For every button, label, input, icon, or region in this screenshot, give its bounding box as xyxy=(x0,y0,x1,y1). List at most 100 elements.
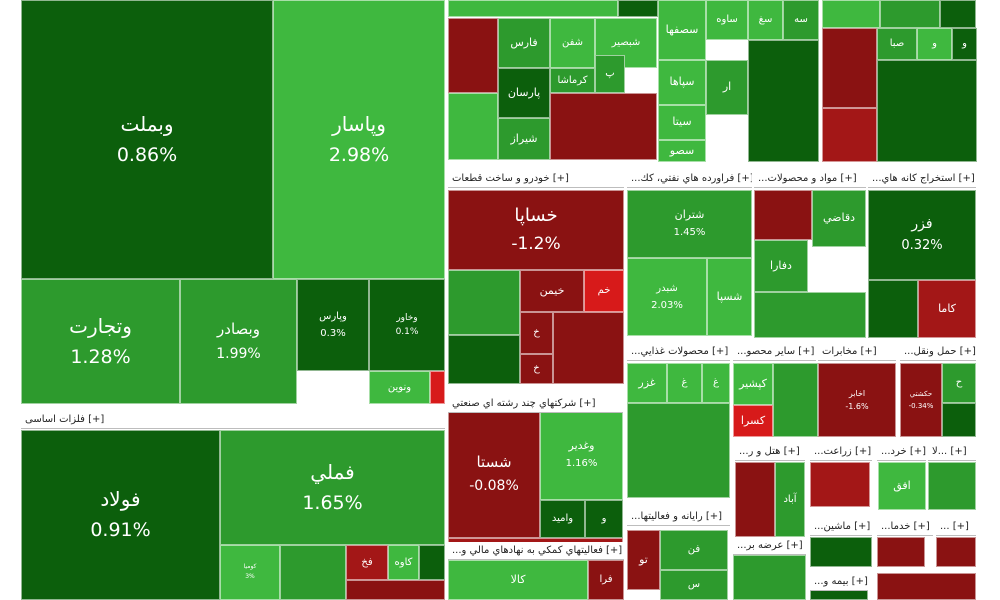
treemap-tile[interactable]: فارس xyxy=(498,18,550,68)
treemap-tile[interactable]: وبصادر 1.99% xyxy=(180,279,297,404)
treemap-tile[interactable]: آباد xyxy=(775,462,805,537)
treemap-tile-small[interactable] xyxy=(936,537,976,567)
treemap-tile[interactable]: صبا xyxy=(877,28,917,60)
sector-header[interactable]: [+] ...لا xyxy=(928,443,976,461)
treemap-tile-small[interactable] xyxy=(618,0,658,17)
sector-header[interactable]: [+] ماشين... xyxy=(810,518,872,536)
treemap-tile[interactable]: س xyxy=(660,570,728,600)
treemap-tile[interactable]: كاوه xyxy=(388,545,419,580)
sector-header[interactable]: [+] بيمه و... xyxy=(810,573,868,591)
treemap-tile-small[interactable] xyxy=(868,280,918,338)
sector-header[interactable]: [+] محصولات غذايي... xyxy=(627,343,730,361)
sector-header[interactable]: [+] حمل ونقل... xyxy=(900,343,976,361)
treemap-tile-small[interactable] xyxy=(940,0,976,28)
treemap-tile-small[interactable] xyxy=(810,590,868,600)
treemap-tile[interactable]: شبدر 2.03% xyxy=(627,258,707,336)
sector-header[interactable]: [+] فعاليتهاي كمكي به نهادهاي مالي و... xyxy=(448,542,624,560)
treemap-tile[interactable]: پ xyxy=(595,55,625,93)
treemap-tile[interactable]: و xyxy=(952,28,977,60)
treemap-tile[interactable]: خم xyxy=(584,270,624,312)
treemap-tile-small[interactable] xyxy=(754,292,866,338)
treemap-tile[interactable]: و xyxy=(585,500,623,538)
treemap-tile[interactable]: غزر xyxy=(627,363,667,403)
treemap-tile[interactable]: وپاسار 2.98% xyxy=(273,0,445,279)
treemap-tile[interactable]: خساپا -1.2% xyxy=(448,190,624,270)
sector-header[interactable]: [+] عرضه بر... xyxy=(733,537,806,555)
sector-header[interactable]: [+] ... xyxy=(936,518,976,536)
treemap-tile[interactable]: فزر 0.32% xyxy=(868,190,976,280)
treemap-tile-small[interactable] xyxy=(748,40,819,162)
treemap-tile[interactable]: ار xyxy=(706,60,748,115)
treemap-tile[interactable]: وپارس 0.3% xyxy=(297,279,369,371)
sector-header[interactable]: [+] ساير محصو... xyxy=(733,343,816,361)
treemap-tile-small[interactable] xyxy=(942,403,976,437)
treemap-tile[interactable]: حكشتي -0.34% xyxy=(900,363,942,437)
treemap-tile[interactable]: فخ xyxy=(346,545,388,580)
treemap-tile[interactable]: غ xyxy=(702,363,730,403)
treemap-tile[interactable]: سصو xyxy=(658,140,706,162)
sector-header[interactable]: [+] فراورده هاي نفتي، كك... xyxy=(627,170,752,188)
treemap-tile[interactable]: دقاضي xyxy=(812,190,866,247)
treemap-tile[interactable]: سپاها xyxy=(658,60,706,105)
treemap-tile[interactable]: سصفها xyxy=(658,0,706,60)
treemap-tile-small[interactable] xyxy=(735,462,775,537)
treemap-tile[interactable]: كپشير xyxy=(733,363,773,405)
treemap-tile[interactable]: وغدير 1.16% xyxy=(540,410,623,500)
treemap-tile[interactable]: شستا -0.08% xyxy=(448,410,540,538)
treemap-tile[interactable]: شسپا xyxy=(707,258,752,336)
treemap-tile[interactable]: ح xyxy=(942,363,976,403)
treemap-tile[interactable]: و xyxy=(917,28,952,60)
treemap-tile[interactable]: ساوه xyxy=(706,0,748,40)
treemap-tile[interactable]: ونوين xyxy=(369,371,430,404)
treemap-tile[interactable]: افق xyxy=(878,462,926,510)
treemap-tile-small[interactable] xyxy=(810,537,872,567)
treemap-tile[interactable]: خ xyxy=(520,312,553,354)
sector-header[interactable]: [+] هتل و ر... xyxy=(735,443,805,461)
treemap-tile[interactable]: سيتا xyxy=(658,105,706,140)
treemap-tile-small[interactable] xyxy=(822,0,880,28)
treemap-tile-small[interactable] xyxy=(280,545,346,600)
treemap-tile[interactable]: وتجارت 1.28% xyxy=(21,279,180,404)
treemap-tile-small[interactable] xyxy=(822,28,877,108)
treemap-tile-small[interactable] xyxy=(810,462,870,507)
sector-header[interactable]: [+] مواد و محصولات... xyxy=(754,170,866,188)
treemap-tile[interactable]: وخاور 0.1% xyxy=(369,279,445,371)
treemap-tile-small[interactable] xyxy=(877,573,976,600)
sector-header[interactable]: [+] استخراج كانه هاي... xyxy=(868,170,976,188)
treemap-tile[interactable]: سغ xyxy=(748,0,783,40)
treemap-tile-small[interactable] xyxy=(550,93,657,160)
treemap-tile[interactable]: پارسان xyxy=(498,68,550,118)
treemap-tile[interactable]: فرا xyxy=(588,560,624,600)
treemap-tile[interactable]: فولاد 0.91% xyxy=(21,430,220,600)
treemap-tile[interactable]: دفارا xyxy=(754,240,808,292)
treemap-tile-small[interactable] xyxy=(877,60,977,162)
sector-header[interactable]: [+] زراعت... xyxy=(810,443,872,461)
treemap-tile-small[interactable] xyxy=(553,312,624,384)
treemap-tile-small[interactable] xyxy=(627,403,730,498)
sector-header[interactable]: [+] مخابرات xyxy=(818,343,896,361)
treemap-tile-small[interactable] xyxy=(448,270,520,335)
treemap-tile[interactable]: كاما xyxy=(918,280,976,338)
treemap-tile-small[interactable] xyxy=(448,18,498,93)
sector-header[interactable]: [+] خودرو و ساخت قطعات xyxy=(448,170,624,188)
treemap-tile-small[interactable] xyxy=(346,580,445,600)
treemap-tile-small[interactable] xyxy=(773,363,818,437)
treemap-tile[interactable]: شفن xyxy=(550,18,595,68)
treemap-tile-small[interactable] xyxy=(877,537,925,567)
treemap-tile[interactable]: خيمن xyxy=(520,270,584,312)
treemap-tile-small[interactable] xyxy=(880,0,940,28)
treemap-tile[interactable]: غ xyxy=(667,363,702,403)
treemap-tile-small[interactable] xyxy=(430,371,445,404)
treemap-tile-small[interactable] xyxy=(928,462,976,510)
treemap-tile[interactable]: كوميا 3% xyxy=(220,545,280,600)
treemap-tile-small[interactable] xyxy=(733,555,806,600)
treemap-tile[interactable]: تو xyxy=(627,530,660,590)
sector-header[interactable]: [+] خرد... xyxy=(877,443,926,461)
sector-header[interactable]: [+] رايانه و فعاليتها... xyxy=(627,508,730,526)
treemap-tile[interactable]: كالا xyxy=(448,560,588,600)
treemap-tile[interactable]: خ xyxy=(520,354,553,384)
treemap-tile[interactable]: وبملت 0.86% xyxy=(21,0,273,279)
treemap-tile[interactable]: فملي 1.65% xyxy=(220,430,445,545)
sector-header[interactable]: [+] شركتهاي چند رشته اي صنعتي xyxy=(448,395,623,413)
treemap-tile[interactable]: كسرا xyxy=(733,405,773,437)
